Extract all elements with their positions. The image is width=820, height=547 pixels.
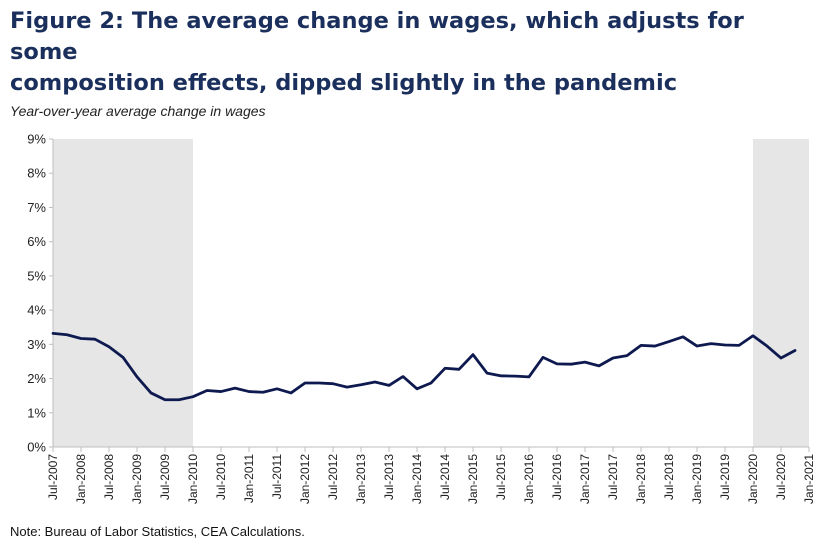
y-tick-label: 9% (27, 132, 46, 147)
y-tick-label: 8% (27, 166, 46, 181)
x-tick-label: Jul-2016 (550, 454, 564, 500)
x-tick-label: Jan-2017 (578, 454, 592, 504)
x-tick-label: Jul-2014 (438, 454, 452, 500)
chart-title-line-1: Figure 2: The average change in wages, w… (10, 8, 744, 65)
x-tick-label: Jan-2013 (354, 454, 368, 504)
x-tick-label: Jul-2017 (606, 454, 620, 500)
x-tick-label: Jul-2008 (102, 454, 116, 500)
y-tick-label: 7% (27, 200, 46, 215)
axes-group (49, 138, 810, 452)
x-tick-label: Jan-2009 (130, 454, 144, 504)
x-tick-label: Jan-2016 (522, 454, 536, 504)
x-tick-label: Jan-2012 (298, 454, 312, 504)
shaded-region-2 (753, 139, 809, 447)
y-tick-label: 4% (27, 303, 46, 318)
recession-shading-group (53, 139, 809, 447)
y-tick-label: 5% (27, 268, 46, 283)
x-tick-label: Jul-2015 (494, 454, 508, 500)
x-tick-label: Jul-2007 (46, 454, 60, 500)
x-tick-label: Jan-2014 (410, 454, 424, 504)
chart-title: Figure 2: The average change in wages, w… (10, 6, 810, 99)
source-note: Note: Bureau of Labor Statistics, CEA Ca… (10, 524, 305, 539)
y-tick-label: 0% (27, 440, 46, 455)
x-tick-label: Jan-2021 (802, 454, 816, 504)
chart-title-line-2: composition effects, dipped slightly in … (10, 70, 678, 96)
x-tick-label: Jul-2019 (718, 454, 732, 500)
series-group (51, 331, 797, 402)
x-tick-labels: Jul-2007 Jan-2008 Jul-2008 Jan-2009 Jul-2009… (46, 454, 816, 504)
x-tick-label: Jul-2009 (158, 454, 172, 500)
x-tick-label: Jul-2013 (382, 454, 396, 500)
x-tick-label: Jan-2018 (634, 454, 648, 504)
y-tick-label: 1% (27, 405, 46, 420)
x-tick-label: Jan-2011 (242, 454, 256, 503)
x-tick-label: Jul-2011 (270, 454, 284, 499)
x-tick-label: Jul-2018 (662, 454, 676, 500)
x-tick-label: Jan-2020 (746, 454, 760, 504)
x-tick-label: Jan-2008 (74, 454, 88, 504)
shaded-region-1 (53, 139, 193, 447)
x-tick-label: Jan-2019 (690, 454, 704, 504)
x-tick-label: Jul-2012 (326, 454, 340, 500)
x-tick-label: Jul-2020 (774, 454, 788, 500)
y-tick-label: 3% (27, 337, 46, 352)
x-tick-label: Jan-2010 (186, 454, 200, 504)
x-tick-label: Jul-2010 (214, 454, 228, 500)
y-tick-label: 6% (27, 234, 46, 249)
y-tick-label: 2% (27, 371, 46, 386)
series-line-wages (51, 331, 797, 402)
x-tick-label: Jan-2015 (466, 454, 480, 504)
y-tick-labels: 0% 1% 2% 3% 4% 5% 6% 7% 8% 9% (27, 132, 46, 455)
y-axis-label: Year-over-year average change in wages (10, 103, 266, 119)
